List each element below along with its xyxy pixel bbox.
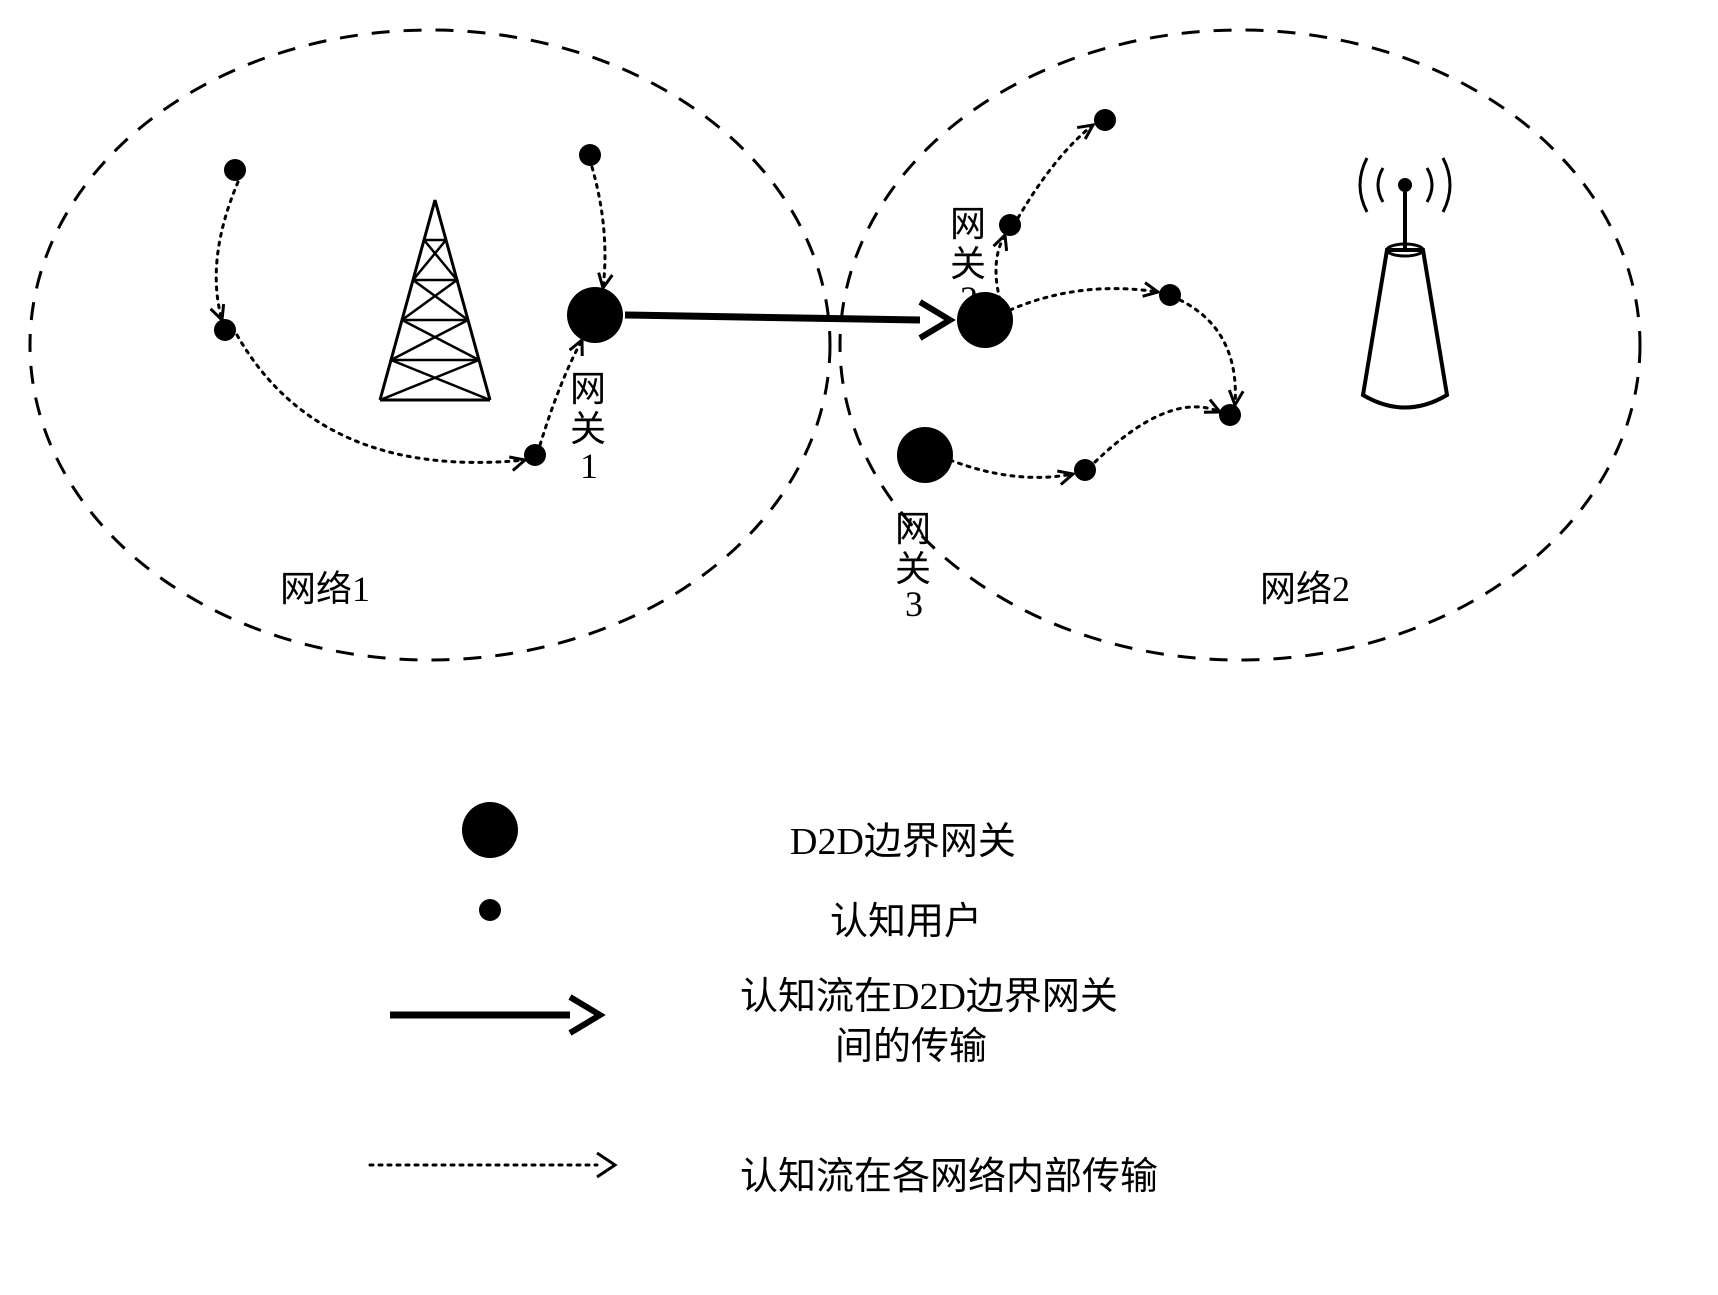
- dotted-flows: [211, 125, 1244, 484]
- gateway1-label-3: 1: [580, 445, 598, 487]
- network2-label: 网络2: [1260, 560, 1350, 612]
- gateway-3: [897, 427, 953, 483]
- legend-solid-arrow: [390, 997, 600, 1033]
- gateway-arrow: [625, 302, 950, 338]
- gateway3-label-3: 3: [905, 583, 923, 625]
- gateway2-label-3: 2: [960, 278, 978, 320]
- legend-solid-label-2: 间的传输: [835, 1015, 987, 1070]
- legend-user-marker: [479, 899, 501, 921]
- tower-icon: [380, 200, 490, 400]
- legend-user-label: 认知用户: [830, 890, 982, 945]
- legend-solid-label-1: 认知流在D2D边界网关: [740, 965, 1118, 1020]
- antenna-icon: [1360, 158, 1450, 408]
- legend-dotted-label: 认知流在各网络内部传输: [740, 1145, 1158, 1200]
- network1-label: 网络1: [280, 560, 370, 612]
- network1-boundary: [30, 30, 830, 660]
- gateway-1: [567, 287, 623, 343]
- legend-dotted-arrow: [370, 1153, 615, 1177]
- legend-gateway-label: D2D边界网关: [790, 810, 1016, 865]
- network2-boundary: [840, 30, 1640, 660]
- legend-gateway-marker: [462, 802, 518, 858]
- cognitive-users: [214, 109, 1241, 481]
- diagram-svg: [0, 0, 1718, 1295]
- network-diagram: 网络1 网络2 网 关 1 网 关 2 网 关 3 D2D边界网关 认知用户 认…: [0, 0, 1718, 1295]
